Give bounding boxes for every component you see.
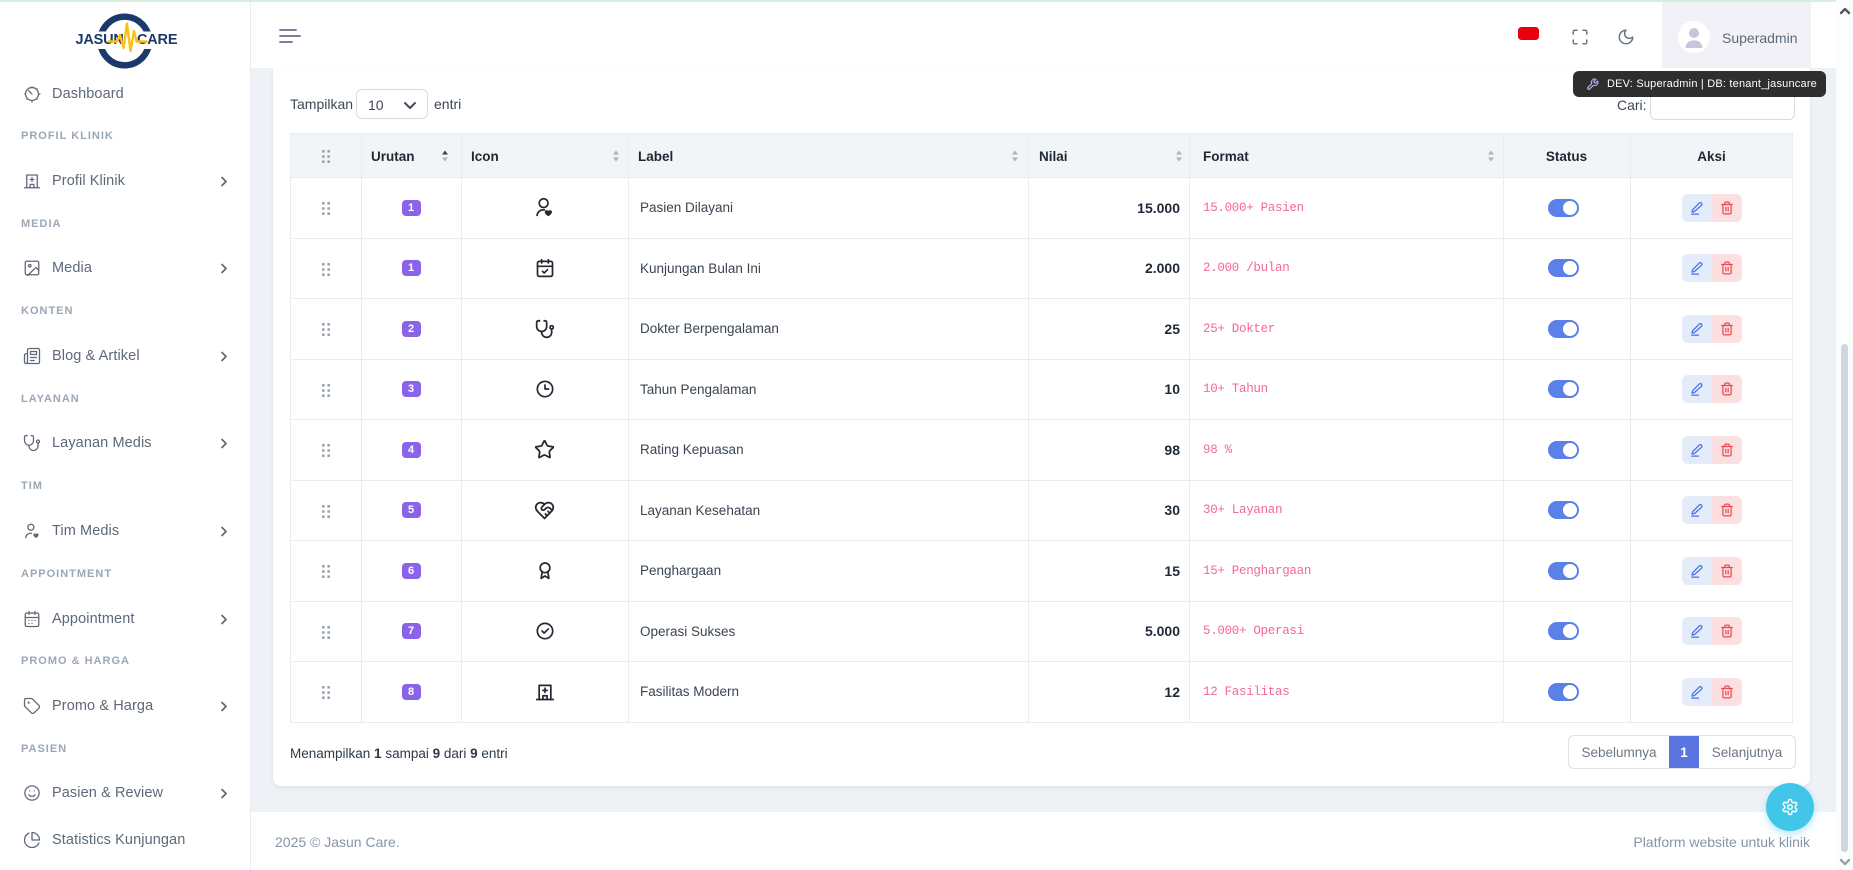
- svg-text:JASUN: JASUN: [76, 32, 124, 48]
- svg-text:CARE: CARE: [137, 32, 178, 48]
